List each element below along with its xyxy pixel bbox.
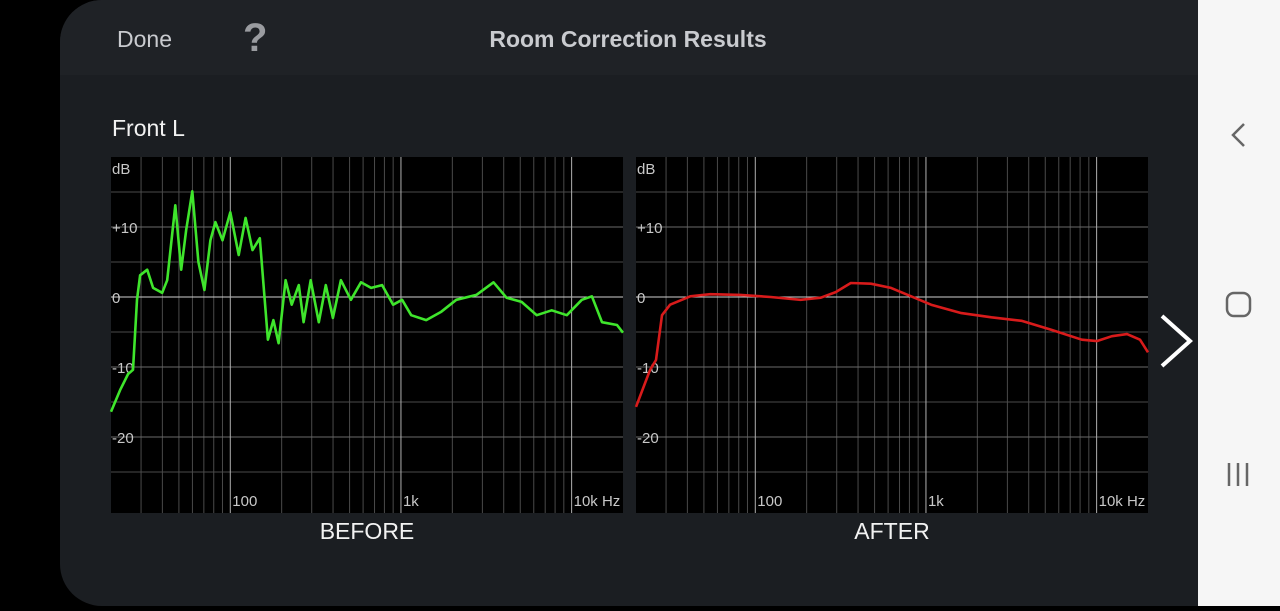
home-button[interactable] <box>1225 291 1252 318</box>
y-tick-label: -20 <box>637 430 659 447</box>
chart-caption: AFTER <box>854 518 929 544</box>
x-tick-label: 10k Hz <box>574 493 621 510</box>
help-button[interactable]: ? <box>243 16 268 60</box>
next-arrow[interactable] <box>1160 314 1194 368</box>
x-tick-label: 100 <box>757 493 782 510</box>
plot-area <box>111 157 623 513</box>
y-axis-label: dB <box>637 161 655 178</box>
nav-icons <box>1225 123 1252 486</box>
y-tick-label: +10 <box>112 220 137 237</box>
response-line <box>634 281 1150 408</box>
x-tick-label: 10k Hz <box>1099 493 1146 510</box>
header-bar <box>60 0 1198 75</box>
channel-label: Front L <box>112 115 185 141</box>
y-tick-label: 0 <box>637 290 645 307</box>
y-tick-label: +10 <box>637 220 662 237</box>
recents-button[interactable] <box>1227 463 1249 486</box>
title: Room Correction Results <box>489 26 767 52</box>
y-axis-label: dB <box>112 161 130 178</box>
chart-caption: BEFORE <box>320 518 415 544</box>
done-button[interactable]: Done <box>117 26 172 52</box>
response-line <box>109 190 625 413</box>
x-tick-label: 1k <box>403 493 419 510</box>
y-tick-label: -20 <box>112 430 134 447</box>
x-tick-label: 1k <box>928 493 944 510</box>
nav-bar <box>1198 0 1280 606</box>
y-tick-label: -10 <box>112 360 134 377</box>
x-tick-label: 100 <box>232 493 257 510</box>
back-button[interactable] <box>1231 123 1245 147</box>
y-tick-label: 0 <box>112 290 120 307</box>
plot-area <box>636 157 1148 513</box>
